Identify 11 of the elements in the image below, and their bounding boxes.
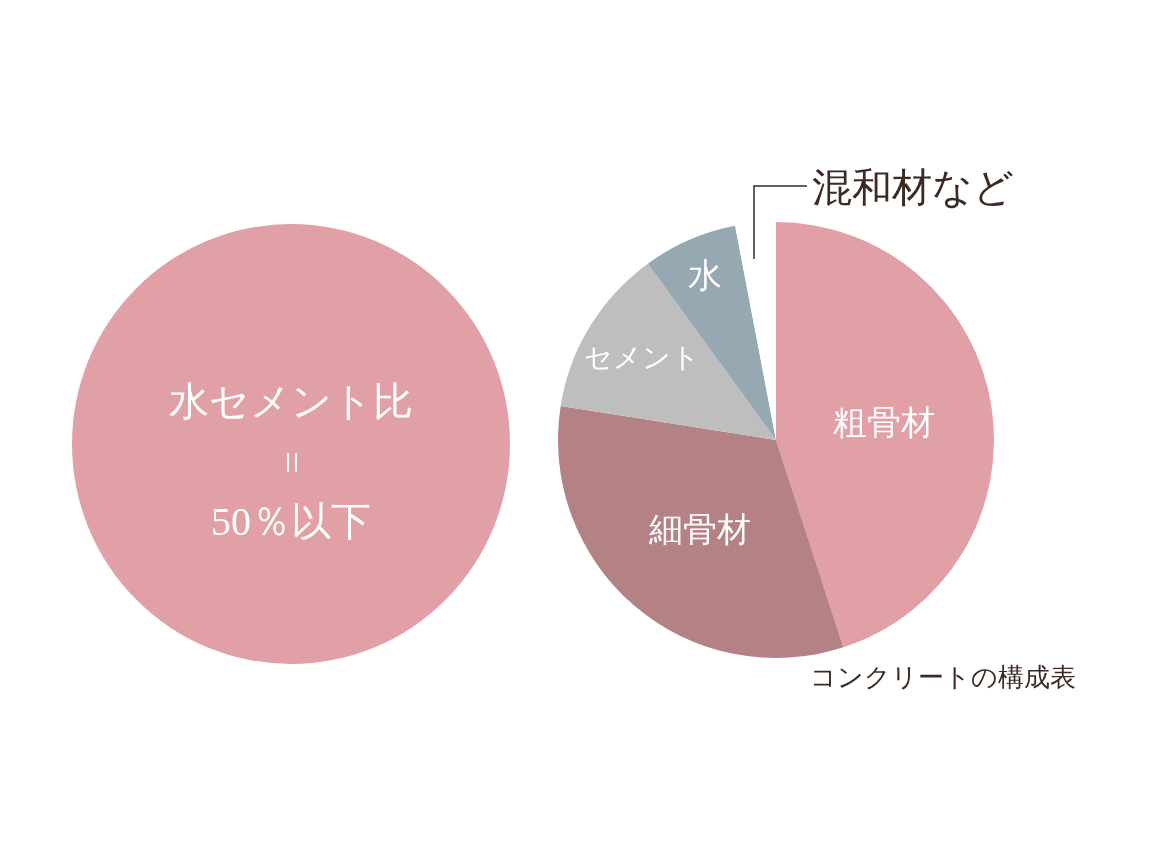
slice-label: 混和材など xyxy=(812,164,1014,212)
text: 水セメント比 xyxy=(169,378,413,426)
pie-slice xyxy=(776,222,994,648)
text: コンクリートの構成表 xyxy=(810,662,1076,694)
slice-label: 水 xyxy=(687,257,722,295)
slice-label: 粗骨材 xyxy=(833,404,936,442)
text: 50％以下 xyxy=(211,498,371,546)
text: = xyxy=(267,451,315,474)
pie-slice xyxy=(647,225,776,440)
slice-label: 細骨材 xyxy=(648,510,752,548)
slice-label: セメント xyxy=(583,342,700,374)
